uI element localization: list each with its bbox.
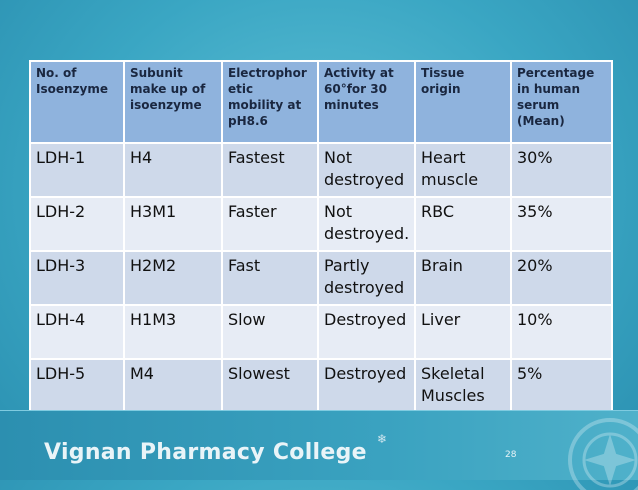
college-emblem-icon bbox=[568, 418, 638, 490]
cell-mobility: Fastest bbox=[221, 142, 319, 198]
college-name: Vignan Pharmacy College bbox=[44, 440, 367, 465]
page-number: 28 bbox=[505, 450, 517, 460]
table-row: LDH-4 H1M3 Slow Destroyed Liver 10% bbox=[29, 304, 613, 360]
cell-isoenzyme: LDH-5 bbox=[29, 358, 125, 414]
cell-percentage: 20% bbox=[510, 250, 613, 306]
cell-percentage: 10% bbox=[510, 304, 613, 360]
cell-percentage: 30% bbox=[510, 142, 613, 198]
cell-mobility: Slowest bbox=[221, 358, 319, 414]
header-subunit: Subunit make up of isoenzyme bbox=[123, 60, 223, 144]
cell-activity: Not destroyed bbox=[317, 142, 416, 198]
cell-mobility: Slow bbox=[221, 304, 319, 360]
table-header-row: No. of Isoenzyme Subunit make up of isoe… bbox=[29, 60, 613, 144]
cell-tissue: Liver bbox=[414, 304, 512, 360]
cell-percentage: 35% bbox=[510, 196, 613, 252]
cell-tissue: Brain bbox=[414, 250, 512, 306]
table-row: LDH-5 M4 Slowest Destroyed Skeletal Musc… bbox=[29, 358, 613, 414]
cell-mobility: Fast bbox=[221, 250, 319, 306]
header-tissue-origin: Tissue origin bbox=[414, 60, 512, 144]
cell-percentage: 5% bbox=[510, 358, 613, 414]
cell-activity: Not destroyed. bbox=[317, 196, 416, 252]
cell-tissue: Skeletal Muscles bbox=[414, 358, 512, 414]
cell-activity: Partly destroyed bbox=[317, 250, 416, 306]
isoenzyme-table: No. of Isoenzyme Subunit make up of isoe… bbox=[29, 60, 613, 414]
table-row: LDH-3 H2M2 Fast Partly destroyed Brain 2… bbox=[29, 250, 613, 306]
cell-isoenzyme: LDH-2 bbox=[29, 196, 125, 252]
table-row: LDH-2 H3M1 Faster Not destroyed. RBC 35% bbox=[29, 196, 613, 252]
cell-activity: Destroyed bbox=[317, 358, 416, 414]
cell-activity: Destroyed bbox=[317, 304, 416, 360]
slide-footer bbox=[0, 410, 638, 480]
header-isoenzyme-number: No. of Isoenzyme bbox=[29, 60, 125, 144]
cell-subunit: H2M2 bbox=[123, 250, 223, 306]
cell-isoenzyme: LDH-4 bbox=[29, 304, 125, 360]
cell-isoenzyme: LDH-1 bbox=[29, 142, 125, 198]
table-row: LDH-1 H4 Fastest Not destroyed Heart mus… bbox=[29, 142, 613, 198]
header-electrophoretic-mobility: Electrophor etic mobility at pH8.6 bbox=[221, 60, 319, 144]
header-percentage: Percentage in human serum (Mean) bbox=[510, 60, 613, 144]
cell-subunit: H3M1 bbox=[123, 196, 223, 252]
cell-subunit: H4 bbox=[123, 142, 223, 198]
cell-subunit: H1M3 bbox=[123, 304, 223, 360]
cell-subunit: M4 bbox=[123, 358, 223, 414]
header-activity: Activity at 60°for 30 minutes bbox=[317, 60, 416, 144]
cell-tissue: RBC bbox=[414, 196, 512, 252]
snowflake-icon: ❄ bbox=[377, 432, 388, 446]
cell-mobility: Faster bbox=[221, 196, 319, 252]
cell-isoenzyme: LDH-3 bbox=[29, 250, 125, 306]
cell-tissue: Heart muscle bbox=[414, 142, 512, 198]
